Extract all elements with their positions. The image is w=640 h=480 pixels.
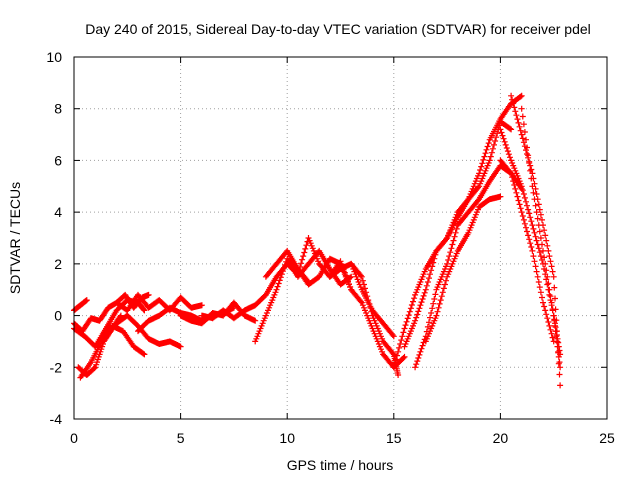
series-arc-w [518,105,564,371]
series-arc-v [497,157,557,345]
x-tick-label: 20 [493,430,509,446]
chart-title: Day 240 of 2015, Sidereal Day-to-day VTE… [85,21,591,37]
series-arc-i [177,299,259,327]
series-arc-q [401,92,525,350]
plot-frame [73,56,608,420]
point-markers [177,299,259,327]
y-tick-label: 10 [46,49,62,65]
series-arc-o [348,260,402,378]
y-tick-label: 4 [54,204,62,220]
y-tick-label: -4 [50,411,63,427]
grid-lines [74,57,607,419]
y-tick-label: 8 [54,101,62,117]
x-tick-label: 15 [386,430,402,446]
point-markers [401,92,525,350]
y-tick-label: 6 [54,152,62,168]
y-tick-label: 0 [54,308,62,324]
x-tick-label: 0 [70,430,78,446]
x-tick-label: 25 [599,430,615,446]
x-tick-label: 10 [279,430,295,446]
series-arc-s [422,193,504,345]
point-markers [518,105,564,371]
data-points [71,92,564,389]
series-arc-g [113,291,205,314]
y-tick-label: -2 [50,359,63,375]
y-axis-label: SDTVAR / TECUs [7,182,23,294]
point-markers [422,193,504,345]
point-markers [113,291,205,314]
point-markers [348,260,402,378]
point-markers [497,157,557,345]
x-tick-label: 5 [177,430,185,446]
x-axis-label: GPS time / hours [287,457,394,473]
y-tick-label: 2 [54,256,62,272]
